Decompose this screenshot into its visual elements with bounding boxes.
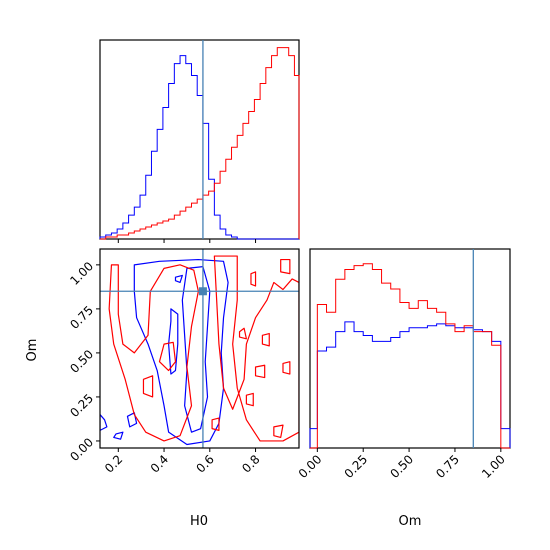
contour-1-12 xyxy=(238,327,247,340)
om-x-axis-ticks: 0.00 0.25 0.50 0.75 1.00 xyxy=(296,448,508,481)
contour-0-2 xyxy=(168,308,179,375)
contour-1-0 xyxy=(108,264,199,442)
h0-axis-label: H0 xyxy=(190,514,208,529)
contour-1-10 xyxy=(273,424,284,439)
h0-marginal-frame xyxy=(99,39,300,240)
om-x-tick-label-4: 1.00 xyxy=(479,452,508,481)
h0-marginal-panel xyxy=(99,39,300,243)
contour-1-2 xyxy=(158,341,177,372)
om-tick-label-1: 0.25 xyxy=(67,391,96,420)
om-x-tick-label-2: 0.50 xyxy=(387,452,416,481)
contour-0-3 xyxy=(174,274,183,284)
contour-0-4 xyxy=(100,413,108,431)
contour-0-5 xyxy=(113,431,124,440)
contour-frame xyxy=(99,248,300,449)
om-tick-label-0: 0.00 xyxy=(67,435,96,464)
om-hist-series-0 xyxy=(309,321,511,448)
contour-1-3 xyxy=(142,375,154,398)
om-tick-label-3: 0.75 xyxy=(67,303,96,332)
contour-set xyxy=(100,255,299,446)
om-marginal-frame xyxy=(309,248,511,449)
om-axis-label: Om xyxy=(25,339,40,362)
contour-1-1 xyxy=(213,255,299,442)
om-hist-series-1 xyxy=(310,263,510,449)
contour-1-7 xyxy=(282,361,291,375)
contour-1-8 xyxy=(254,364,266,379)
h0-om-contour-panel: 0.2 0.4 0.6 0.8 0.00 0.25 0.50 0.75 1.00 H0 Om xyxy=(25,248,300,529)
contour-1-6 xyxy=(261,332,270,347)
om-tick-label-2: 0.50 xyxy=(67,347,96,376)
om-x-tick-label-1: 0.25 xyxy=(342,452,371,481)
contour-0-0 xyxy=(133,258,229,446)
h0-tick-label-0: 0.2 xyxy=(102,452,125,475)
contour-0-6 xyxy=(126,412,138,428)
om-axis-label-bottom: Om xyxy=(399,514,422,529)
om-y-axis-ticks: 0.00 0.25 0.50 0.75 1.00 xyxy=(67,259,100,464)
contour-1-11 xyxy=(211,417,220,431)
contour-1-5 xyxy=(280,258,291,275)
om-histograms xyxy=(309,263,511,449)
h0-x-axis-ticks: 0.2 0.4 0.6 0.8 xyxy=(102,448,263,476)
h0-tick-label-3: 0.8 xyxy=(239,452,262,475)
om-x-tick-label-3: 0.75 xyxy=(433,452,462,481)
h0-tick-label-2: 0.6 xyxy=(194,452,217,475)
h0-tick-label-1: 0.4 xyxy=(148,452,171,475)
h0-marginal-ticks xyxy=(117,239,257,243)
om-marginal-panel: 0.00 0.25 0.50 0.75 1.00 Om xyxy=(296,248,511,529)
contour-1-4 xyxy=(250,271,257,287)
contour-1-9 xyxy=(245,392,254,407)
h0-hist-series-0 xyxy=(99,55,299,240)
om-tick-label-4: 1.00 xyxy=(67,259,96,288)
om-x-tick-label-0: 0.00 xyxy=(296,452,325,481)
truth-marker xyxy=(198,287,207,296)
h0-histograms xyxy=(99,47,300,240)
h0-hist-series-1 xyxy=(100,47,300,240)
